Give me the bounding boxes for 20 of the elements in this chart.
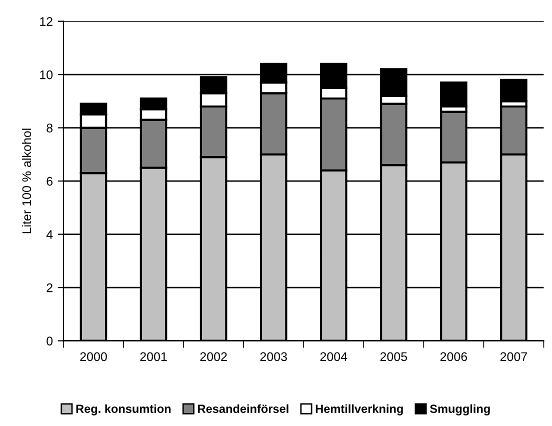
legend-label: Reg. konsumtion [76,404,171,416]
legend-label: Hemtillverkning [316,404,403,416]
legend-label: Resandeinförsel [198,404,288,413]
x-tick-label: 2005 [380,352,408,362]
x-tick-label: 2000 [80,352,107,362]
y-tick-label: 4 [46,230,53,239]
y-tick-label: 6 [46,176,53,186]
y-tick-label: 10 [40,70,53,80]
legend-label: Smuggling [430,404,490,416]
y-tick-label: 8 [46,124,53,132]
x-tick-label: 2004 [320,352,348,362]
x-tick-label: 2007 [500,352,527,362]
y-tick-label: 0 [46,336,53,346]
y-tick-label: 2 [46,283,52,292]
x-tick-label: 2002 [200,352,227,362]
x-tick-label: 2006 [440,352,468,362]
y-axis-title: Liter 100 % alkohol [22,128,32,234]
x-tick-label: 2001 [140,352,167,362]
y-tick-label: 12 [40,17,52,26]
x-tick-label: 2003 [260,352,287,362]
